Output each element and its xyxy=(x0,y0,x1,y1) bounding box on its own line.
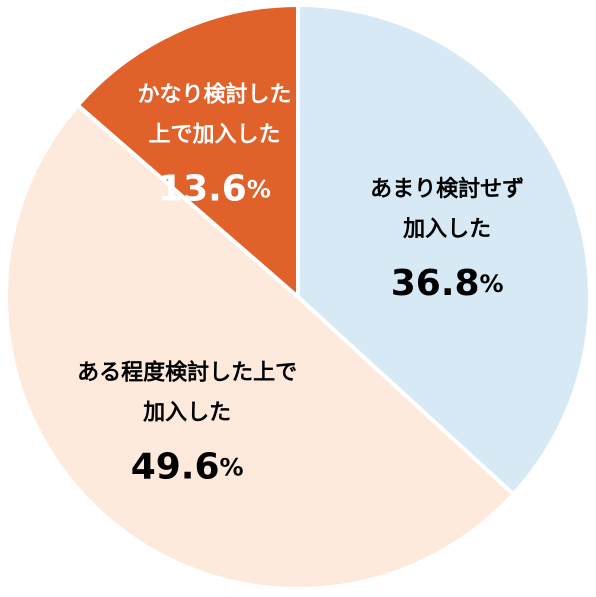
slice-value-2: 13.6% xyxy=(158,169,271,210)
slice-label-0-line-1: 加入した xyxy=(402,217,491,242)
slice-value-1: 49.6% xyxy=(131,447,244,488)
slice-label-0-line-0: あまり検討せず xyxy=(370,176,524,202)
slice-value-unit-1: % xyxy=(220,454,244,482)
slice-value-number-2: 13.6 xyxy=(158,169,247,210)
slice-value-number-0: 36.8 xyxy=(391,263,480,304)
slice-label-2-line-1: 上で加入した xyxy=(148,123,280,148)
slice-label-1-line-0: ある程度検討した上で xyxy=(77,360,297,386)
pie-slice-2 xyxy=(75,3,300,299)
slice-value-number-1: 49.6 xyxy=(131,447,220,488)
slice-value-unit-2: % xyxy=(247,176,271,204)
slice-value-unit-0: % xyxy=(480,270,504,298)
slice-label-2-line-0: かなり検討した xyxy=(137,82,291,108)
pie-slice-0 xyxy=(296,3,592,497)
pie-slice-1 xyxy=(4,103,516,591)
slice-value-0: 36.8% xyxy=(391,263,504,304)
slice-label-1-line-1: 加入した xyxy=(142,401,231,426)
